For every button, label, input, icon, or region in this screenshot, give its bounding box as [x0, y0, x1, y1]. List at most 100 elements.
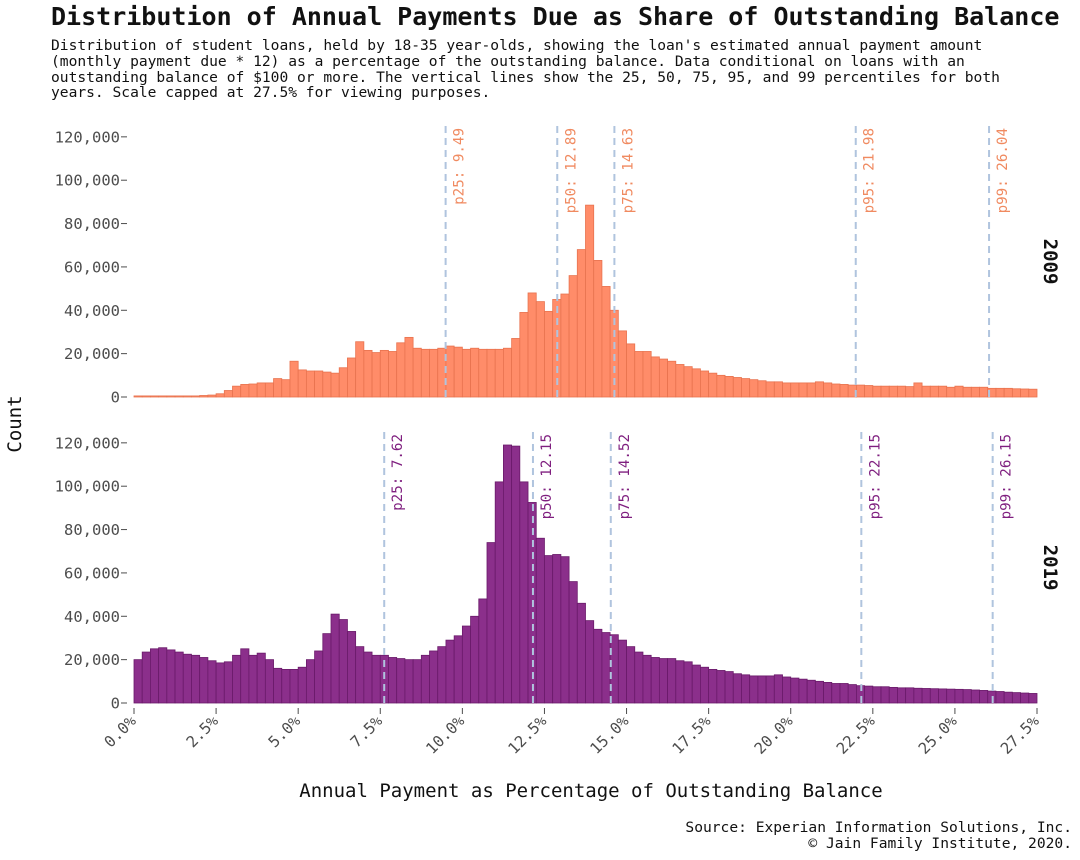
- histogram-bar: [642, 654, 652, 704]
- histogram-bar: [897, 385, 907, 398]
- histogram-bar: [782, 382, 792, 398]
- histogram-bar: [732, 377, 742, 398]
- histogram-bar: [773, 381, 783, 398]
- histogram-bar: [831, 683, 841, 704]
- histogram-bar: [141, 395, 151, 398]
- histogram-bar: [888, 686, 898, 704]
- histogram-bar: [355, 646, 365, 704]
- histogram-bar: [453, 635, 463, 704]
- histogram-bar: [486, 542, 496, 704]
- y-tick-label: 60,000: [64, 564, 120, 582]
- histogram-bar: [560, 556, 570, 704]
- histogram-bar: [207, 660, 217, 704]
- histogram-bar: [658, 358, 668, 398]
- y-tick-label: 120,000: [55, 128, 120, 146]
- histogram-bar: [363, 651, 373, 704]
- histogram-bar: [248, 654, 258, 704]
- histogram-bar: [773, 674, 783, 704]
- histogram-bar: [609, 634, 619, 704]
- x-tick-label: 5.0%: [265, 712, 305, 752]
- histogram-bar: [363, 349, 373, 398]
- histogram-bar: [741, 674, 751, 704]
- histogram-bar: [995, 387, 1005, 398]
- histogram-bar: [494, 481, 504, 704]
- histogram-bar: [264, 382, 274, 398]
- histogram-bar: [199, 657, 209, 704]
- chart-title: Distribution of Annual Payments Due as S…: [51, 2, 1060, 31]
- y-tick-label: 0: [111, 695, 120, 713]
- histogram-bar: [938, 385, 948, 398]
- strip-label-2009: 2009: [1039, 239, 1061, 285]
- histogram-bar: [913, 382, 923, 398]
- histogram-bar: [273, 378, 283, 398]
- histogram-bar: [962, 386, 972, 398]
- histogram-bar: [929, 688, 939, 704]
- histogram-bar: [453, 346, 463, 398]
- histogram-bar: [683, 661, 693, 704]
- histogram-bar: [445, 345, 455, 398]
- y-tick-label: 0: [111, 389, 120, 407]
- histogram-bar: [314, 650, 324, 704]
- histogram-bar: [486, 348, 496, 398]
- histogram-bar: [388, 351, 398, 398]
- histogram-bar: [223, 390, 233, 398]
- histogram-bar: [593, 628, 603, 704]
- x-tick-label: 17.5%: [669, 712, 715, 758]
- histogram-bar: [806, 382, 816, 398]
- histogram-bar: [297, 666, 307, 704]
- x-tick-label: 15.0%: [587, 712, 633, 758]
- histogram-bar: [396, 342, 406, 398]
- histogram-bar: [437, 646, 447, 704]
- histogram-bar: [831, 383, 841, 398]
- histogram-bar: [503, 444, 513, 704]
- histogram-bar: [814, 680, 824, 704]
- histogram-bar: [322, 633, 332, 704]
- percentile-label: p25: 9.49: [452, 128, 468, 205]
- histogram-bar: [338, 619, 348, 704]
- source-line: Source: Experian Information Solutions, …: [685, 819, 1072, 836]
- histogram-bar: [650, 356, 660, 398]
- histogram-bar: [741, 378, 751, 398]
- histogram-bar: [150, 395, 160, 398]
- panel-2019: 0 20,000 40,000 60,000 80,000 100,000 120,000 p…: [55, 432, 1061, 713]
- histogram-bar: [732, 673, 742, 704]
- histogram-bar: [330, 372, 340, 398]
- histogram-bar: [864, 385, 874, 398]
- x-tick-label: 27.5%: [997, 712, 1043, 758]
- histogram-bar: [749, 379, 759, 398]
- histogram-bar: [1003, 691, 1013, 704]
- histogram-bar: [905, 386, 915, 398]
- strip-label-2019: 2019: [1039, 545, 1061, 591]
- y-tick-label: 120,000: [55, 434, 120, 452]
- histogram-bar: [347, 631, 357, 704]
- histogram-bar: [248, 383, 258, 398]
- histogram-bar: [888, 385, 898, 398]
- histogram-bar: [979, 690, 989, 704]
- histogram-bar: [979, 386, 989, 398]
- histogram-bar: [626, 646, 636, 704]
- histogram-bar: [806, 679, 816, 704]
- histogram-bar: [568, 581, 578, 704]
- histogram-bar: [667, 658, 677, 704]
- histogram-bar: [691, 664, 701, 704]
- histogram-bar: [371, 654, 381, 704]
- histogram-bar: [191, 395, 201, 398]
- histogram-bar: [182, 653, 192, 704]
- histogram-bar: [404, 659, 414, 704]
- histogram-bar: [314, 370, 324, 398]
- histogram-bar: [634, 351, 644, 398]
- histogram-bar: [929, 385, 939, 398]
- histogram-bar: [749, 675, 759, 704]
- histogram-bar: [182, 395, 192, 398]
- percentile-label: p95: 22.15: [867, 434, 883, 519]
- histogram-bar: [913, 687, 923, 704]
- histogram-bar: [601, 286, 611, 398]
- histogram-bar: [519, 312, 529, 398]
- histogram-bar: [412, 659, 422, 704]
- x-tick-label: 2.5%: [183, 712, 223, 752]
- histogram-bar: [839, 384, 849, 398]
- x-tick-label: 10.0%: [422, 712, 468, 758]
- percentile-label: p25: 7.62: [390, 434, 406, 511]
- histogram-bar: [650, 657, 660, 704]
- histogram-bar: [544, 555, 554, 704]
